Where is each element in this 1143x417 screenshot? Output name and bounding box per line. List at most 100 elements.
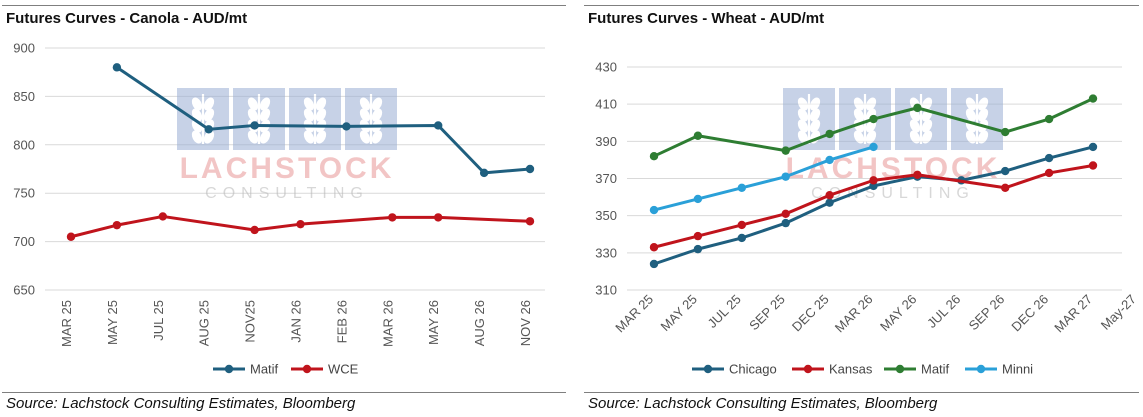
legend-marker — [803, 364, 813, 374]
wheat-chart: 310 330 350 370 390 410 430 LACHSTOCKCONSULTING… — [595, 60, 1139, 377]
chart-source: Source: Lachstock Consulting Estimates, … — [6, 395, 356, 412]
data-point — [825, 191, 834, 200]
data-point — [342, 122, 351, 131]
wheat-grain-icon — [853, 97, 865, 111]
wheat-grain-icon — [909, 130, 921, 144]
x-tick-label: MAY 26 — [877, 292, 919, 334]
data-point — [1088, 142, 1098, 152]
wheat-grain-icon — [303, 108, 315, 122]
data-point — [66, 232, 76, 241]
wheat-grain-icon — [371, 108, 383, 122]
y-tick-label: 350 — [595, 208, 617, 223]
wheat-grain-icon — [203, 108, 215, 122]
wheat-grain-icon — [303, 130, 315, 144]
data-point — [388, 213, 397, 222]
wheat-grain-icon — [303, 97, 315, 111]
wheat-grain-icon — [865, 97, 877, 111]
x-tick-label: DEC 26 — [1008, 292, 1051, 335]
wheat-grain-icon — [359, 130, 371, 144]
data-point — [1001, 183, 1010, 192]
y-tick-label: 800 — [13, 137, 35, 152]
y-tick-label: 430 — [595, 60, 617, 75]
wheat-grain-icon — [965, 130, 977, 144]
canola-chart-panel: Futures Curves - Canola - AUD/mt 650 700 7… — [0, 0, 570, 417]
x-tick-label: May-27 — [1098, 292, 1139, 333]
x-tick-label: MAY 25 — [105, 300, 120, 345]
wheat-grain-icon — [809, 108, 821, 122]
x-tick-label: JUL 25 — [151, 300, 166, 341]
wheat-grain-icon — [921, 119, 933, 133]
wheat-grain-icon — [909, 119, 921, 133]
wheat-grain-icon — [315, 130, 327, 144]
data-point — [1001, 166, 1010, 176]
data-point — [434, 121, 443, 130]
data-point — [1088, 94, 1098, 103]
x-tick-label: FEB 26 — [334, 300, 349, 343]
legend-marker — [895, 364, 905, 374]
x-tick-label: JUL 26 — [924, 292, 963, 331]
data-point — [825, 198, 834, 207]
data-point — [525, 217, 535, 226]
data-point — [781, 172, 790, 181]
legend-label: Kansas — [829, 362, 873, 377]
watermark-tag: CONSULTING — [205, 185, 369, 202]
data-point — [158, 212, 167, 221]
x-tick-label: MAR 26 — [380, 300, 395, 347]
y-tick-label: 750 — [13, 186, 35, 201]
data-point — [825, 155, 834, 165]
data-point — [913, 170, 922, 179]
data-point — [649, 152, 659, 161]
x-tick-label: MAR 25 — [612, 292, 656, 336]
wheat-grain-icon — [977, 108, 989, 122]
data-point — [434, 213, 443, 222]
x-tick-label: NOV25 — [243, 300, 258, 343]
data-point — [1044, 168, 1054, 178]
data-point — [869, 176, 878, 185]
legend-label: Minni — [1002, 362, 1033, 377]
x-tick-label: MAY 25 — [658, 292, 700, 334]
data-point — [693, 244, 703, 254]
data-point — [869, 142, 878, 152]
data-point — [250, 121, 259, 130]
data-point — [112, 63, 122, 72]
x-tick-label: DEC 25 — [789, 292, 832, 335]
legend-label: WCE — [328, 362, 359, 377]
wheat-grain-icon — [371, 130, 383, 144]
bottom-divider — [584, 392, 1139, 393]
data-point — [693, 194, 703, 204]
x-tick-label: JUL 25 — [705, 292, 744, 331]
wheat-chart-panel: Futures Curves - Wheat - AUD/mt 310 330 35… — [582, 0, 1143, 417]
y-tick-label: 700 — [13, 234, 35, 249]
data-point — [649, 205, 659, 215]
wheat-grain-icon — [977, 97, 989, 111]
chart-source: Source: Lachstock Consulting Estimates, … — [588, 395, 938, 412]
wheat-grain-icon — [809, 119, 821, 133]
y-tick-label: 310 — [595, 283, 617, 298]
data-point — [1044, 114, 1054, 124]
wheat-grain-icon — [797, 119, 809, 133]
data-point — [737, 220, 746, 230]
data-point — [649, 243, 659, 252]
wheat-grain-icon — [259, 130, 271, 144]
x-tick-label: MAY 26 — [426, 300, 441, 345]
x-tick-label: MAR 25 — [59, 300, 74, 347]
top-divider — [2, 5, 566, 6]
series-line — [652, 163, 1095, 249]
data-point — [781, 209, 790, 219]
wheat-grain-icon — [259, 97, 271, 111]
wheat-grain-icon — [797, 97, 809, 111]
wheat-grain-icon — [371, 97, 383, 111]
wheat-grain-icon — [315, 108, 327, 122]
wheat-grain-icon — [203, 97, 215, 111]
wheat-grain-icon — [247, 108, 259, 122]
data-point — [737, 233, 746, 243]
watermark-brand: LACHSTOCK — [180, 152, 395, 185]
legend-marker — [703, 364, 713, 374]
wheat-grain-icon — [977, 130, 989, 144]
wheat-grain-icon — [965, 108, 977, 122]
data-point — [112, 220, 122, 230]
series-line — [652, 145, 875, 212]
legend-label: Matif — [250, 362, 279, 377]
wheat-grain-icon — [809, 97, 821, 111]
top-divider — [584, 5, 1139, 6]
